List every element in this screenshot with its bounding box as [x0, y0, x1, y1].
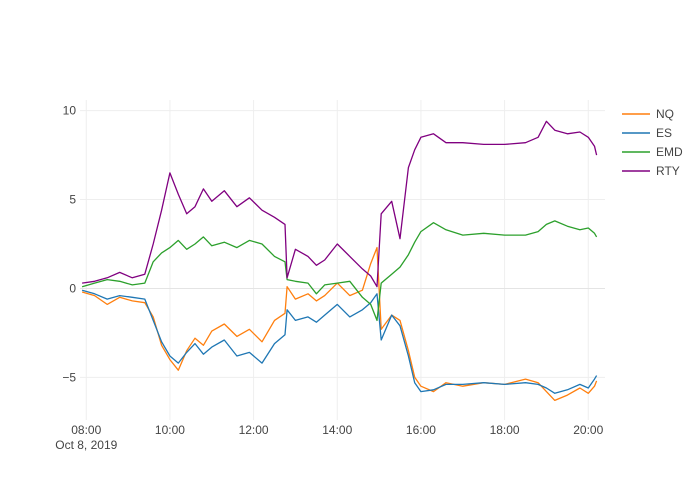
y-tick-label: 0 — [69, 281, 76, 295]
series-line-rty[interactable] — [82, 120, 598, 288]
x-tick-label: 18:00 — [490, 423, 520, 437]
legend-item-emd[interactable]: EMD — [622, 145, 683, 159]
x-tick-label: 16:00 — [406, 423, 436, 437]
plot-area — [81, 120, 598, 402]
series-line-emd[interactable] — [81, 220, 598, 322]
x-tick-label: 20:00 — [573, 423, 603, 437]
legend-label: EMD — [656, 145, 683, 159]
y-tick-label: 10 — [63, 104, 77, 118]
legend[interactable]: NQ ES EMD RTY — [622, 107, 683, 178]
legend-label: ES — [656, 126, 672, 140]
y-tick-label: −5 — [62, 370, 76, 384]
x-axis-date-label: Oct 8, 2019 — [55, 438, 117, 452]
x-tick-label: 10:00 — [155, 423, 185, 437]
legend-label: NQ — [656, 107, 674, 121]
x-axis-ticks: Oct 8, 2019 08:00 10:00 12:00 14:00 16:00 18:… — [55, 423, 603, 452]
series-line-nq[interactable] — [81, 246, 598, 402]
x-tick-label: 14:00 — [322, 423, 352, 437]
y-axis-ticks: 10 5 0 −5 — [62, 104, 76, 385]
legend-item-nq[interactable]: NQ — [622, 107, 674, 121]
y-tick-label: 5 — [69, 193, 76, 207]
x-tick-label: 12:00 — [239, 423, 269, 437]
legend-item-rty[interactable]: RTY — [622, 164, 680, 178]
series-line-es[interactable] — [81, 289, 598, 394]
legend-item-es[interactable]: ES — [622, 126, 672, 140]
series-lines — [81, 120, 598, 402]
legend-label: RTY — [656, 164, 680, 178]
x-tick-label: 08:00 — [71, 423, 101, 437]
gridlines — [80, 100, 605, 420]
